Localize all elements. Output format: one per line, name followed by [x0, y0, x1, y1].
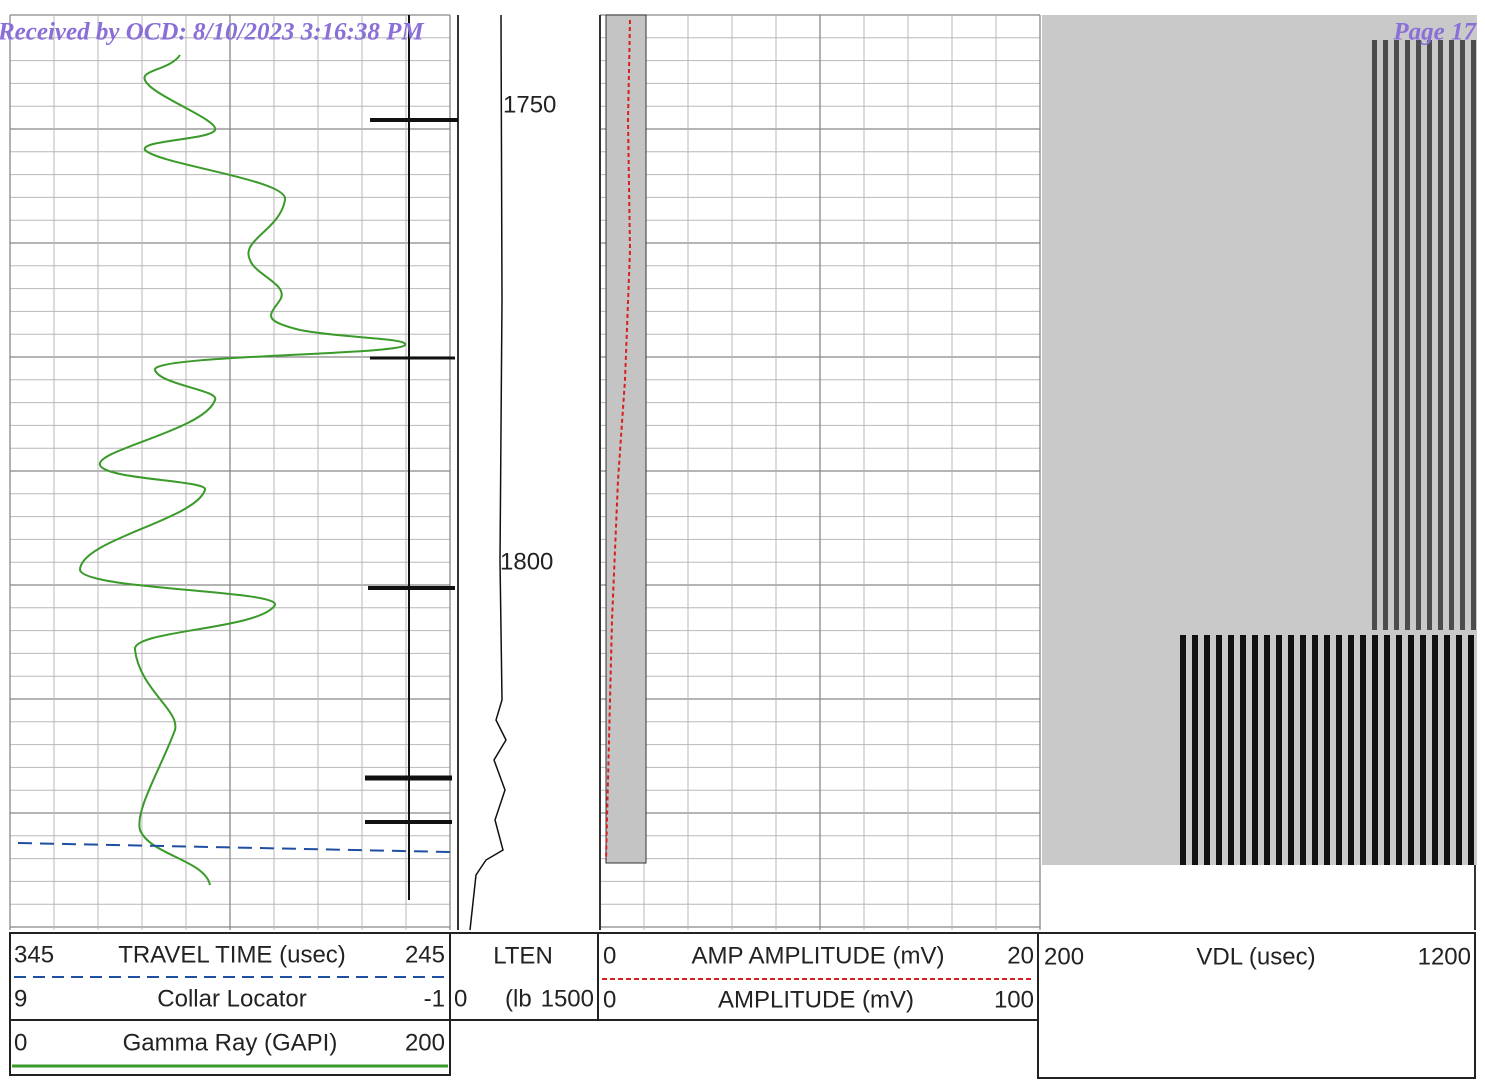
vdl-stripe: [1432, 635, 1438, 865]
scale-left: 9: [14, 985, 27, 1012]
gamma-ray-curve: [78, 54, 407, 886]
vdl-stripe: [1471, 40, 1476, 630]
curve-name: VDL (usec): [1196, 943, 1315, 970]
curve-name: Collar Locator: [157, 985, 306, 1012]
vdl-stripe: [1405, 40, 1410, 630]
vdl-image: [1042, 15, 1477, 865]
scale-right: 100: [994, 986, 1034, 1013]
vdl-stripe: [1336, 635, 1342, 865]
scale-right: 245: [405, 941, 445, 968]
vdl-stripe: [1383, 40, 1388, 630]
vdl-stripe: [1438, 40, 1443, 630]
vdl-stripe: [1456, 635, 1462, 865]
vdl-stripe: [1372, 635, 1378, 865]
curve-name: AMP AMPLITUDE (mV): [692, 942, 945, 969]
vdl-stripe: [1216, 635, 1222, 865]
scale-left: 0: [603, 942, 616, 969]
vdl-stripe: [1449, 40, 1454, 630]
vdl-stripe: [1180, 635, 1186, 865]
vdl-stripe: [1324, 635, 1330, 865]
scale-left: 0: [603, 986, 616, 1013]
scale-right: 200: [405, 1029, 445, 1056]
vdl-stripe: [1228, 635, 1234, 865]
vdl-stripe: [1240, 635, 1246, 865]
scale-right: 20: [1007, 942, 1034, 969]
vdl-stripe: [1420, 635, 1426, 865]
vdl-stripe: [1396, 635, 1402, 865]
amplitude-band: [605, 14, 647, 864]
curve-name: TRAVEL TIME (usec): [118, 941, 346, 968]
received-stamp: Received by OCD: 8/10/2023 3:16:38 PM: [0, 19, 424, 46]
collar-locator: [365, 15, 458, 900]
vdl-stripe: [1372, 40, 1377, 630]
vdl-stripe: [1408, 635, 1414, 865]
vdl-stripe: [1300, 635, 1306, 865]
scale-left: 0: [14, 1029, 27, 1056]
scale-left: 0: [454, 985, 467, 1012]
scale-right: 1200: [1418, 943, 1471, 970]
vdl-stripe: [1252, 635, 1258, 865]
depth-label: 1750: [503, 91, 556, 118]
scale-left: 345: [14, 941, 54, 968]
vdl-stripe: [1360, 635, 1366, 865]
vdl-stripe: [1264, 635, 1270, 865]
vdl-stripe: [1416, 40, 1421, 630]
unit: (lb: [505, 985, 532, 1012]
depth-label: 1800: [500, 548, 553, 575]
vdl-stripe: [1468, 635, 1474, 865]
vdl-stripe: [1204, 635, 1210, 865]
curve-name: LTEN: [493, 942, 553, 969]
legend-boxes: [9, 932, 1476, 1079]
travel-time-curve: [17, 842, 451, 853]
vdl-stripe: [1384, 635, 1390, 865]
vdl-stripe: [1427, 40, 1432, 630]
vdl-stripe: [1460, 40, 1465, 630]
page-number: Page 17: [1392, 19, 1477, 46]
scale-right: 1500: [541, 985, 594, 1012]
vdl-stripe: [1276, 635, 1282, 865]
vdl-stripe: [1348, 635, 1354, 865]
vdl-stripe: [1394, 40, 1399, 630]
vdl-stripe: [1312, 635, 1318, 865]
vdl-stripe: [1288, 635, 1294, 865]
vdl-stripe: [1444, 635, 1450, 865]
scale-right: -1: [424, 985, 445, 1012]
vdl-waveforms: [1180, 40, 1476, 865]
scale-left: 200: [1044, 943, 1084, 970]
vdl-stripe: [1192, 635, 1198, 865]
curve-name: Gamma Ray (GAPI): [123, 1029, 338, 1056]
lten-curve: [469, 14, 507, 931]
curve-name: AMPLITUDE (mV): [718, 986, 914, 1013]
amp-curve: [605, 19, 632, 861]
